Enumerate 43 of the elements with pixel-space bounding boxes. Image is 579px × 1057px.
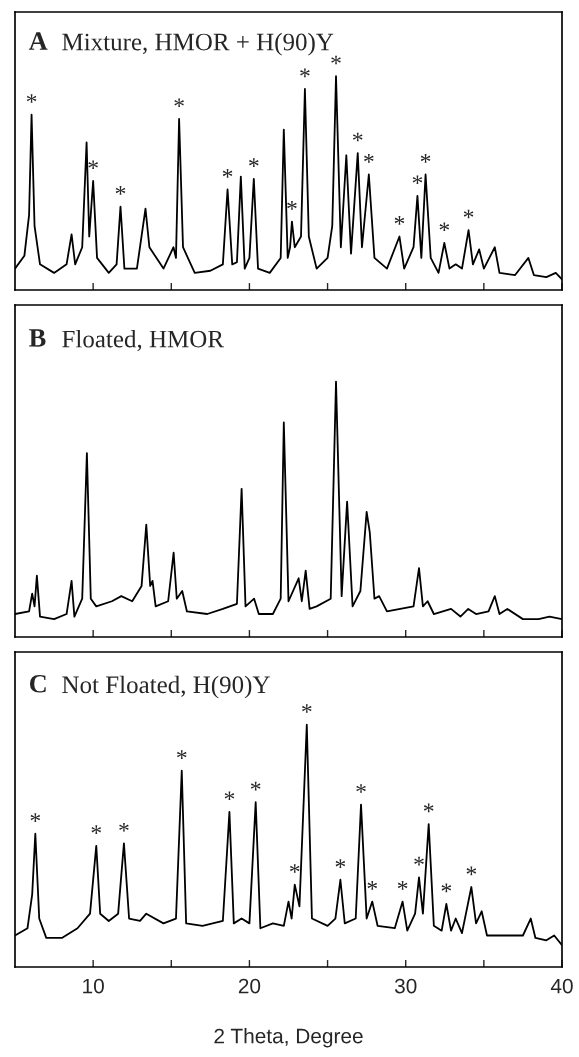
chart-subtitle: Floated, HMOR bbox=[62, 329, 224, 352]
annotation: * bbox=[249, 158, 259, 167]
annotation: * bbox=[356, 784, 366, 793]
annotation: * bbox=[335, 859, 346, 868]
chart-title: A bbox=[28, 32, 48, 50]
annotation: * bbox=[174, 98, 184, 108]
chart-subtitle: Not Floated, H(90)Y bbox=[62, 675, 270, 699]
chart-title: B bbox=[29, 329, 46, 347]
x-tick-label: 40 bbox=[550, 978, 573, 994]
annotation: * bbox=[414, 856, 424, 866]
x-tick-label: 20 bbox=[238, 978, 261, 994]
annotation: * bbox=[115, 186, 126, 195]
annotation: * bbox=[439, 222, 450, 232]
annotation: * bbox=[412, 175, 423, 185]
x-axis-title: 2 Theta, Degree bbox=[214, 1028, 363, 1048]
annotation: * bbox=[30, 813, 41, 822]
annotation: * bbox=[394, 216, 405, 225]
x-tick-label: 30 bbox=[394, 978, 417, 994]
chart-title: C bbox=[29, 674, 46, 693]
annotation: * bbox=[300, 68, 310, 78]
annotation: * bbox=[441, 883, 452, 893]
annotation: * bbox=[26, 94, 37, 103]
annotation: * bbox=[91, 825, 102, 835]
annotation: * bbox=[463, 209, 474, 219]
annotation: * bbox=[302, 704, 312, 713]
annotation: * bbox=[222, 169, 233, 178]
annotation: * bbox=[367, 881, 378, 890]
annotation: * bbox=[290, 864, 300, 873]
chart-subtitle: Mixture, HMOR + H(90)Y bbox=[62, 32, 334, 56]
annotation: * bbox=[397, 881, 408, 890]
annotation: * bbox=[331, 55, 341, 65]
annotation: * bbox=[423, 803, 434, 813]
x-tick-label: 10 bbox=[83, 978, 104, 994]
annotation: * bbox=[224, 791, 235, 801]
annotation: * bbox=[420, 154, 431, 163]
annotation: * bbox=[466, 866, 477, 876]
annotation: * bbox=[250, 781, 261, 791]
annotation: * bbox=[177, 750, 187, 759]
annotation: * bbox=[352, 132, 363, 142]
annotation: * bbox=[287, 201, 297, 210]
annotation: * bbox=[88, 160, 98, 170]
annotation: * bbox=[119, 822, 129, 832]
annotation: * bbox=[364, 154, 374, 163]
